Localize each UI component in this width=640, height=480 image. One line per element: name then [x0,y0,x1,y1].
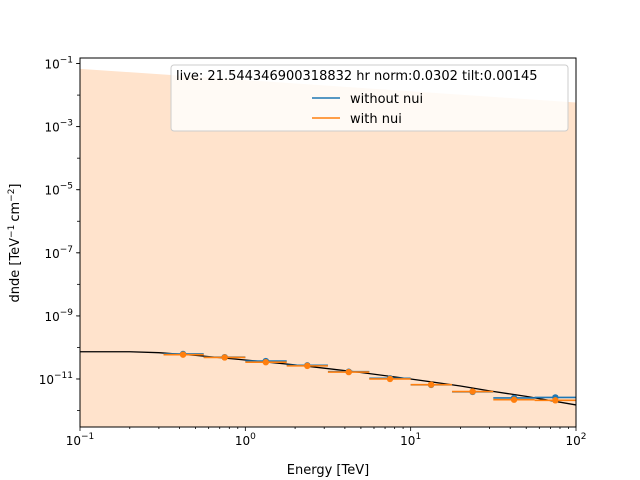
y-axis-label: dnde [TeV−1 cm−2] [7,183,23,302]
y-tick-label-3: 10−5 [44,182,73,198]
x-axis-ticks: 10−1 100 101 102 [66,427,587,448]
series-1-point-2 [262,359,270,366]
series-1-point-0 [179,351,187,358]
flux-points-layer [163,350,576,404]
confidence-band [80,68,576,428]
y-axis-label-mid: cm [8,202,23,222]
y-tick-label-4: 10−3 [44,119,73,135]
x-tick-label-2: 101 [400,432,421,448]
series-1-point-7 [469,388,476,395]
x-tick-label-1: 100 [235,432,256,448]
legend-title: live: 21.544346900318832 hr norm:0.0302 … [176,69,538,84]
y-axis-label-end: ] [8,183,23,188]
series-1-point-1 [221,354,228,361]
y-tick-label-1: 10−9 [44,308,73,324]
x-tick-label-3: 102 [565,432,586,448]
y-tick-label-2: 10−7 [44,245,73,261]
y-axis-label-main: dnde [TeV [8,238,23,303]
legend-label-with-nui: with nui [350,112,402,127]
y-axis-label-sup1: −1 [7,225,17,238]
series-1-point-3 [304,362,311,370]
series-1-point-8 [510,396,518,403]
x-tick-label-0: 10−1 [66,432,95,448]
legend-box [170,64,569,132]
legend: live: 21.544346900318832 hr norm:0.0302 … [170,64,569,132]
x-axis-label: Energy [TeV] [287,463,369,478]
series-1-point-6 [427,381,435,388]
series-1 [163,351,576,404]
plot-frame [79,57,577,428]
legend-label-without-nui: without nui [350,92,423,107]
series-1-point-4 [345,368,352,376]
y-tick-label-0: 10−11 [39,371,73,387]
series-1-point-5 [386,375,394,383]
y-axis-label-sup2: −2 [7,189,17,202]
series-1-point-9 [552,397,559,404]
confidence-band-layer [80,68,576,428]
y-tick-label-5: 10−1 [44,56,73,72]
y-axis-ticks: 10−11 10−9 10−7 10−5 10−3 10−1 [39,56,80,411]
